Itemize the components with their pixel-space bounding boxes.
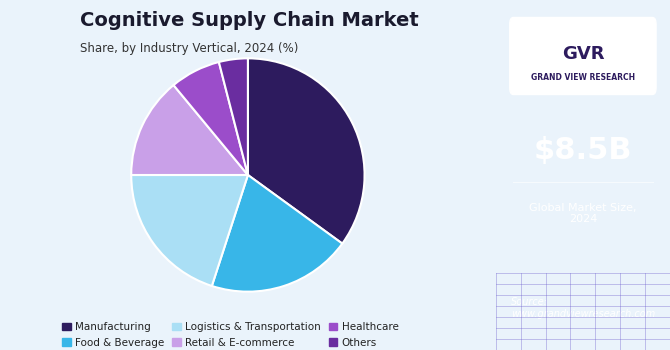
- Wedge shape: [131, 85, 248, 175]
- Text: Share, by Industry Vertical, 2024 (%): Share, by Industry Vertical, 2024 (%): [80, 42, 298, 55]
- Text: Cognitive Supply Chain Market: Cognitive Supply Chain Market: [80, 10, 419, 29]
- Wedge shape: [219, 58, 248, 175]
- Text: GVR: GVR: [561, 45, 604, 63]
- Text: GRAND VIEW RESEARCH: GRAND VIEW RESEARCH: [531, 72, 635, 82]
- Wedge shape: [212, 175, 342, 292]
- Legend: Manufacturing, Food & Beverage, Logistics & Transportation, Retail & E-commerce,: Manufacturing, Food & Beverage, Logistic…: [58, 318, 403, 350]
- FancyBboxPatch shape: [510, 18, 656, 95]
- Text: Global Market Size,
2024: Global Market Size, 2024: [529, 203, 636, 224]
- Wedge shape: [248, 58, 364, 244]
- Text: Source:
www.grandviewresearch.com: Source: www.grandviewresearch.com: [511, 297, 655, 319]
- Wedge shape: [131, 175, 248, 286]
- Wedge shape: [174, 62, 248, 175]
- Text: $8.5B: $8.5B: [533, 136, 632, 165]
